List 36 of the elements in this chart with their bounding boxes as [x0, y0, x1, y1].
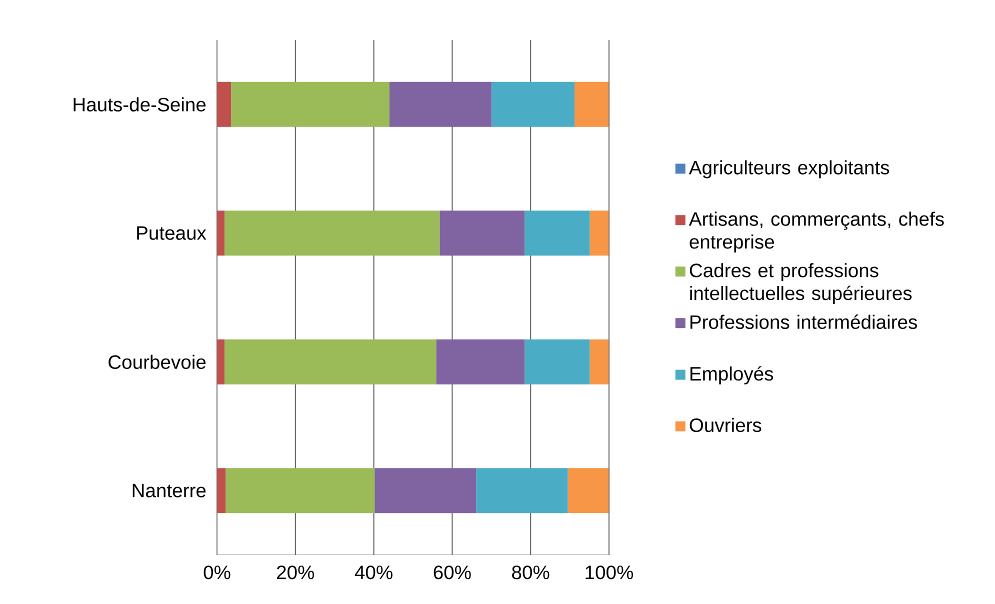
- legend-label: Artisans, commerçants, chefs entreprise: [688, 212, 944, 253]
- bar: [524, 339, 590, 384]
- bar: [224, 339, 436, 384]
- bar: [590, 210, 609, 256]
- y-tick-label: Hauts-de-Seine: [74, 97, 206, 112]
- x-tick-label: 0%: [204, 566, 230, 580]
- bar: [217, 210, 224, 256]
- x-tick-label: 40%: [354, 566, 392, 580]
- x-tick-label: 80%: [512, 566, 550, 580]
- bar: [374, 468, 476, 514]
- bar: [524, 210, 590, 256]
- bar: [590, 339, 609, 384]
- x-tick-label: 100%: [586, 566, 634, 580]
- legend-label: Employés: [690, 366, 774, 384]
- bar: [476, 468, 568, 514]
- legend-label: Cadres et professions intellectuelles supérieures: [690, 263, 912, 304]
- bar: [217, 339, 224, 384]
- bar: [224, 210, 440, 256]
- bar: [226, 468, 375, 514]
- bar: [440, 210, 525, 256]
- bar: [436, 339, 525, 384]
- bar: [574, 82, 609, 127]
- bar: [389, 82, 492, 127]
- x-tick-label: 20%: [277, 566, 314, 580]
- bar: [491, 82, 575, 127]
- bar: [231, 82, 390, 127]
- legend-label: Agriculteurs exploitants: [688, 160, 890, 178]
- bar: [217, 82, 232, 127]
- legend-label: Ouvriers: [690, 418, 762, 432]
- y-tick-label: Puteaux: [137, 226, 206, 240]
- bar: [217, 468, 226, 514]
- bar: [568, 468, 609, 514]
- y-tick-label: Courbevoie: [108, 354, 206, 369]
- legend-label: Professions intermédiaires: [690, 314, 917, 329]
- y-tick-label: Nanterre: [132, 484, 206, 498]
- x-tick-label: 60%: [434, 566, 471, 580]
